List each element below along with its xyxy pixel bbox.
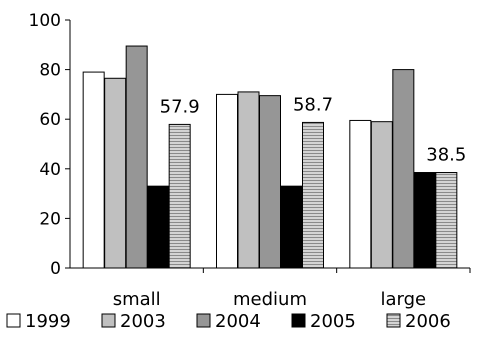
- y-tick-label: 100: [29, 11, 61, 31]
- y-tick-label: 0: [50, 259, 61, 279]
- legend: 1999 2003 2004 2005 2006: [6, 311, 451, 332]
- data-labels: 57.9 58.7 38.5: [160, 94, 467, 165]
- bar-small-2005: [147, 185, 170, 269]
- data-label-medium: 58.7: [293, 94, 333, 115]
- bar-small-2003: [104, 77, 127, 269]
- bar-small-2004: [125, 45, 148, 269]
- y-tick-label: 60: [39, 110, 61, 130]
- bar-large-2006: [435, 172, 458, 269]
- legend-label-2005: 2005: [310, 311, 356, 332]
- bar-medium-2004: [259, 95, 281, 269]
- bar-large-2003: [370, 121, 393, 269]
- category-label-large: large: [381, 289, 427, 310]
- data-label-small: 57.9: [160, 96, 200, 117]
- bar-large-2004: [392, 69, 415, 269]
- legend-swatch-2006: [386, 313, 401, 328]
- legend-swatch-2003: [101, 313, 116, 328]
- bar-medium-2006: [302, 121, 324, 269]
- bar-medium-2005: [280, 185, 303, 269]
- y-tick-label: 80: [39, 61, 61, 81]
- bar-small-2006: [168, 123, 191, 269]
- bar-medium-2003: [237, 91, 260, 269]
- legend-label-2003: 2003: [120, 311, 166, 332]
- legend-label-2006: 2006: [405, 311, 451, 332]
- y-tick-label: 20: [39, 209, 61, 229]
- axes: 0 20 40 60 80 100 small medium large: [29, 11, 471, 310]
- data-label-large: 38.5: [426, 145, 466, 166]
- bar-large-2005: [413, 172, 436, 269]
- bar-medium-1999: [216, 93, 238, 269]
- y-tick-label: 40: [39, 160, 61, 180]
- bar-small-1999: [82, 71, 105, 269]
- category-label-medium: medium: [233, 289, 307, 310]
- legend-swatch-1999: [6, 313, 21, 328]
- bar-large-1999: [349, 119, 372, 269]
- legend-swatch-2004: [196, 313, 211, 328]
- legend-label-1999: 1999: [25, 311, 71, 332]
- legend-label-2004: 2004: [215, 311, 261, 332]
- category-label-small: small: [113, 289, 161, 310]
- bars: [82, 45, 458, 269]
- legend-swatch-2005: [291, 313, 306, 328]
